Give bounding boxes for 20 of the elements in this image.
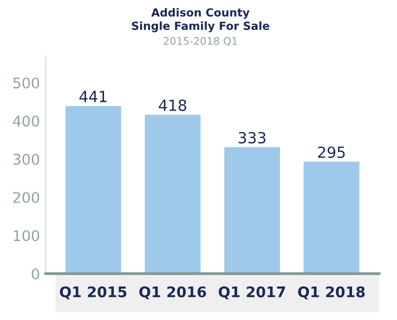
data-label: 418 [158, 100, 186, 112]
chart-title: Addison County Single Family For Sale [132, 8, 270, 32]
y-tick-label: 300 [13, 154, 40, 165]
data-label: 333 [238, 132, 266, 144]
x-tick-label: Q1 2015 [60, 286, 126, 300]
x-tick-label: Q1 2016 [139, 286, 206, 300]
data-label: 441 [79, 90, 106, 102]
bar [222, 146, 282, 274]
y-tick-label: 100 [14, 230, 40, 242]
bar [302, 160, 361, 274]
x-tick-label: Q1 2017 [218, 286, 286, 300]
bar [64, 104, 123, 274]
y-tick-label: 500 [13, 77, 40, 88]
bar [143, 113, 202, 274]
chart-subtitle: 2015-2018 Q1 [164, 36, 237, 46]
y-tick-label: 400 [12, 116, 40, 127]
y-tick-label: 200 [13, 192, 40, 203]
data-label: 295 [318, 146, 345, 158]
y-tick-label: 0 [32, 268, 40, 280]
x-tick-label: Q1 2018 [298, 286, 365, 300]
